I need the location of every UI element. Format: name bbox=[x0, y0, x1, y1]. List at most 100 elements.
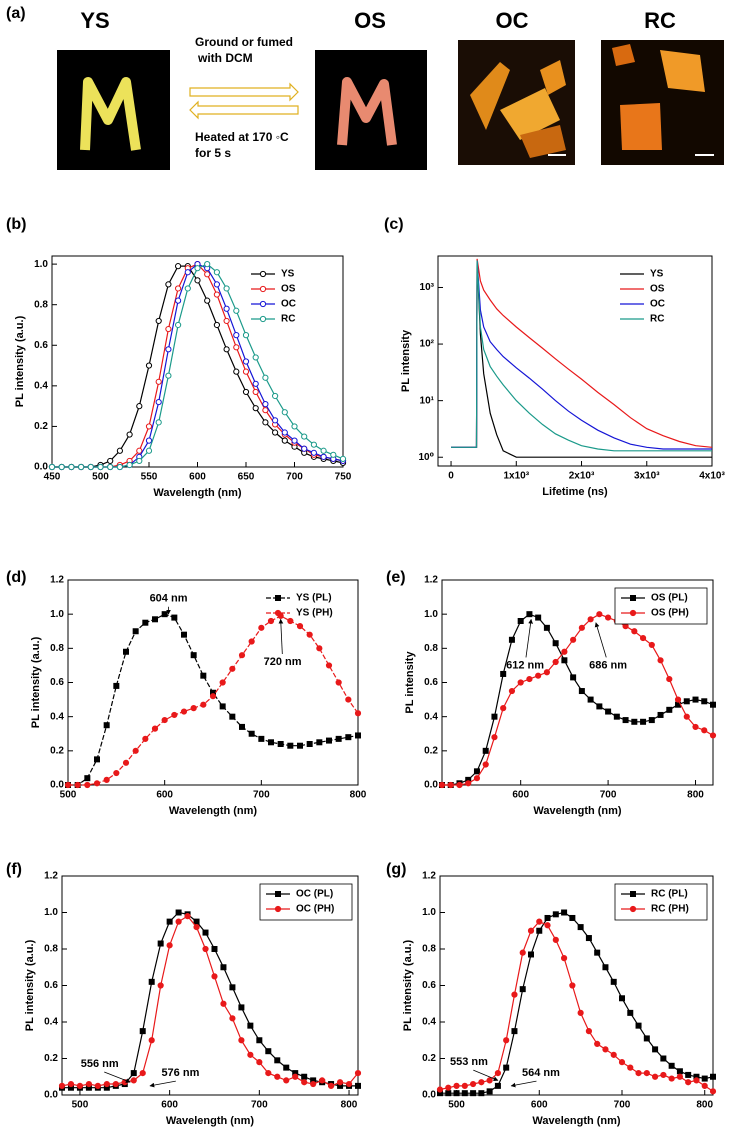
marker bbox=[335, 679, 342, 686]
legend-marker bbox=[630, 891, 636, 897]
crystal bbox=[470, 62, 510, 130]
marker bbox=[648, 717, 655, 724]
marker bbox=[306, 631, 313, 638]
marker bbox=[233, 368, 240, 375]
marker bbox=[528, 951, 534, 958]
legend-label: YS bbox=[281, 269, 295, 280]
legend-marker bbox=[274, 609, 282, 617]
marker bbox=[569, 914, 576, 921]
marker bbox=[605, 708, 612, 715]
marker bbox=[320, 447, 327, 454]
marker bbox=[478, 1090, 485, 1097]
y-tick-label: 0.4 bbox=[424, 711, 438, 722]
y-tick-label: 10⁰ bbox=[418, 452, 434, 463]
marker bbox=[107, 457, 114, 465]
marker bbox=[252, 380, 259, 387]
marker bbox=[277, 741, 284, 747]
crystal bbox=[620, 103, 662, 150]
marker bbox=[552, 640, 559, 647]
marker bbox=[262, 419, 269, 426]
marker bbox=[155, 419, 162, 426]
marker bbox=[165, 372, 172, 379]
marker bbox=[97, 463, 104, 471]
marker bbox=[132, 747, 139, 754]
marker bbox=[148, 978, 155, 985]
marker bbox=[126, 461, 133, 469]
marker bbox=[165, 325, 172, 333]
y-tick-label: 0.8 bbox=[422, 944, 436, 955]
y-tick-label: 0.6 bbox=[50, 677, 64, 688]
marker bbox=[161, 611, 168, 618]
marker bbox=[262, 401, 269, 408]
marker bbox=[272, 429, 279, 436]
marker bbox=[622, 717, 629, 724]
marker bbox=[657, 711, 664, 718]
arrow-label: Heated at 170 ◦C bbox=[195, 130, 289, 144]
marker bbox=[107, 463, 114, 471]
marker bbox=[67, 1080, 75, 1088]
legend-label: YS (PL) bbox=[296, 593, 332, 604]
marker bbox=[242, 332, 250, 339]
legend-label: OC (PL) bbox=[296, 889, 333, 900]
marker bbox=[145, 423, 153, 430]
marker bbox=[336, 1079, 344, 1086]
legend-label: OC bbox=[281, 299, 296, 310]
x-tick-label: 4x10³ bbox=[699, 471, 725, 482]
legend-box bbox=[614, 883, 708, 921]
y-tick-label: 0.2 bbox=[50, 745, 64, 756]
marker bbox=[68, 463, 75, 471]
marker bbox=[685, 1071, 692, 1078]
legend-label: RC (PH) bbox=[651, 904, 689, 915]
marker bbox=[165, 346, 172, 353]
legend-marker bbox=[629, 905, 637, 913]
legend-box bbox=[259, 883, 353, 921]
marker bbox=[306, 741, 313, 747]
x-axis-label: Lifetime (ns) bbox=[542, 486, 608, 498]
marker bbox=[58, 463, 65, 471]
marker bbox=[701, 698, 708, 705]
y-axis-label: PL intensity bbox=[400, 329, 412, 392]
x-tick-label: 600 bbox=[161, 1100, 178, 1111]
series-line bbox=[62, 911, 358, 1089]
marker bbox=[619, 995, 625, 1002]
marker bbox=[233, 332, 240, 339]
marker bbox=[594, 1040, 601, 1048]
marker bbox=[602, 1046, 609, 1053]
marker bbox=[560, 955, 568, 962]
marker bbox=[238, 1037, 245, 1044]
marker bbox=[78, 463, 85, 471]
marker bbox=[283, 1064, 290, 1071]
legend-marker bbox=[259, 285, 267, 293]
y-tick-label: 10² bbox=[420, 339, 435, 350]
marker bbox=[242, 358, 250, 365]
marker bbox=[223, 317, 230, 325]
series-line bbox=[52, 263, 344, 468]
annotation-arrow bbox=[104, 1071, 131, 1083]
marker bbox=[193, 918, 200, 925]
marker bbox=[453, 1090, 460, 1097]
marker bbox=[233, 344, 240, 351]
x-tick-label: 700 bbox=[251, 1100, 268, 1111]
x-tick-label: 600 bbox=[512, 790, 529, 801]
marker bbox=[155, 317, 162, 325]
marker bbox=[155, 398, 162, 406]
y-tick-label: 0.0 bbox=[50, 780, 64, 791]
annotation: 576 nm bbox=[161, 1067, 199, 1079]
legend-label: OS (PH) bbox=[651, 608, 689, 619]
y-tick-label: 0.6 bbox=[34, 340, 48, 351]
x-axis-label: Wavelength (nm) bbox=[153, 487, 242, 499]
marker bbox=[103, 722, 110, 729]
marker bbox=[486, 1088, 493, 1095]
arrow-forward bbox=[189, 82, 299, 102]
marker bbox=[445, 1084, 452, 1091]
legend-marker bbox=[629, 609, 637, 617]
x-tick-label: 750 bbox=[335, 472, 352, 483]
marker bbox=[84, 775, 91, 782]
marker bbox=[194, 265, 201, 272]
marker bbox=[258, 624, 265, 631]
photo-m bbox=[80, 77, 141, 151]
series-line bbox=[451, 260, 712, 452]
marker bbox=[202, 945, 209, 953]
x-tick-label: 800 bbox=[350, 790, 367, 801]
annotation-arrow bbox=[278, 618, 284, 655]
